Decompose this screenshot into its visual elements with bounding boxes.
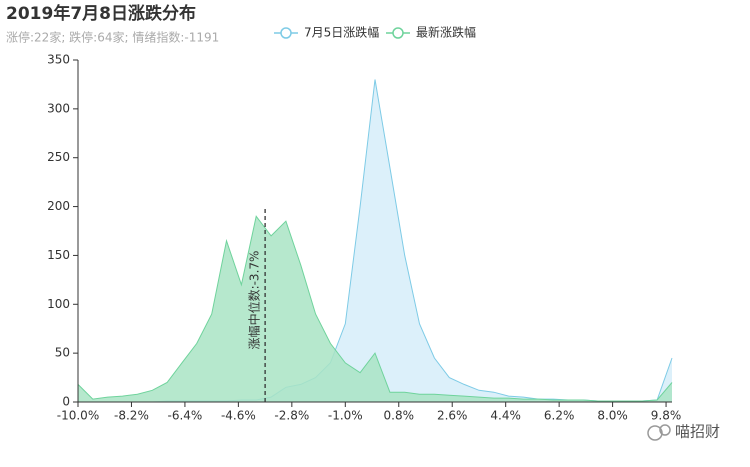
x-tick-label: 4.4% [490,409,521,423]
median-label: 涨幅中位数:-3.7% [247,251,262,350]
x-tick-label: -6.4% [168,409,203,423]
x-tick-label: 0.8% [384,409,415,423]
x-tick-label: 2.6% [437,409,468,423]
legend-icon [280,27,292,39]
x-tick-label: 6.2% [544,409,575,423]
x-tick-label: -1.0% [328,409,363,423]
y-tick-label: 300 [47,101,70,115]
y-tick-label: 0 [62,395,70,409]
watermark: 喵招财 [675,423,720,441]
legend-label: 最新涨跌幅 [416,25,476,40]
x-tick-label: -10.0% [57,409,99,423]
y-tick-label: 350 [47,53,70,67]
y-tick-label: 250 [47,150,70,164]
x-tick-label: -4.6% [221,409,256,423]
series-line [77,215,673,402]
area-fill [78,79,672,402]
y-tick-label: 100 [47,297,70,311]
legend-label: 7月5日涨跌幅 [304,25,379,40]
area-fill [78,216,672,402]
x-tick-label: -8.2% [114,409,149,423]
y-tick-label: 200 [47,199,70,213]
watermark-icon [647,424,671,441]
x-tick-label: 8.0% [597,409,628,423]
chart-title: 2019年7月8日涨跌分布 [6,3,196,24]
x-tick-label: 9.8% [651,409,682,423]
x-tick-label: -2.8% [274,409,309,423]
y-tick-label: 150 [47,248,70,262]
legend-icon [392,27,404,39]
chart-subtitle: 涨停:22家; 跌停:64家; 情绪指数:-1191 [6,30,219,45]
y-tick-label: 50 [55,346,70,360]
